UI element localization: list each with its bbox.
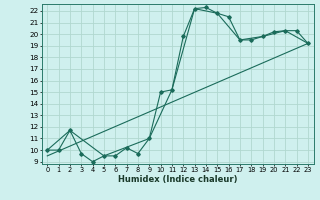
X-axis label: Humidex (Indice chaleur): Humidex (Indice chaleur)	[118, 175, 237, 184]
